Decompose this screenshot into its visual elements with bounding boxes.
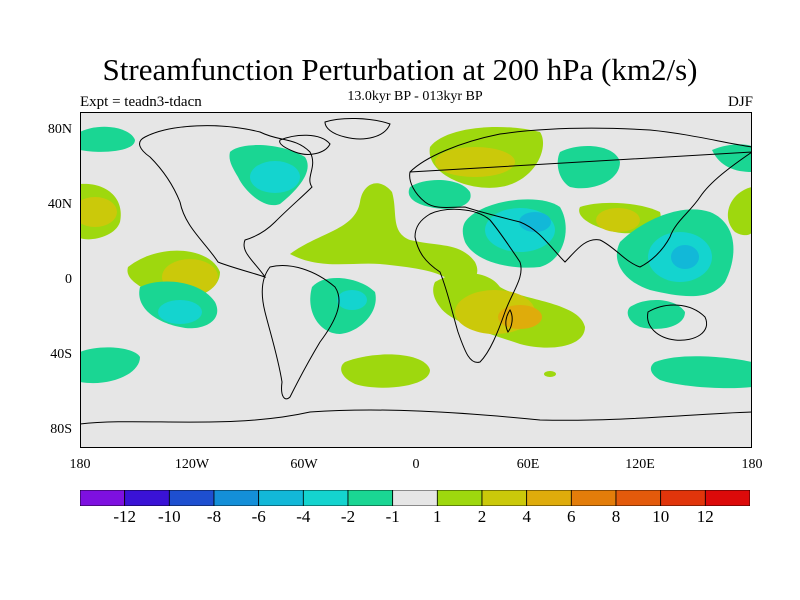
colorbar-swatch [213, 490, 260, 506]
colorbar-label: -6 [251, 507, 266, 526]
lat-label: 40S [50, 347, 72, 362]
colorbar-swatch [615, 490, 662, 506]
colorbar-swatch [168, 490, 215, 506]
colorbar-swatch [392, 490, 438, 506]
colorbar-swatch [704, 490, 750, 506]
lon-label: 180 [741, 457, 763, 472]
colorbar-swatch [660, 490, 706, 506]
colorbar-label: 12 [696, 507, 714, 526]
colorbar-swatch [347, 490, 394, 506]
colorbar-label: -12 [113, 507, 137, 526]
colorbar-svg [80, 490, 750, 506]
colorbar-label: 10 [652, 507, 670, 526]
colorbar-label: 1 [433, 507, 442, 526]
map-frame [80, 112, 752, 448]
colorbar-label: 4 [522, 507, 531, 526]
colorbar-swatch [436, 490, 483, 506]
colorbar-swatch [481, 490, 528, 506]
lat-label: 40N [47, 197, 72, 212]
plot-title: Streamfunction Perturbation at 200 hPa (… [102, 52, 698, 87]
colorbar-swatch [570, 490, 617, 506]
colorbar-label: -1 [385, 507, 400, 526]
colorbar-label: -2 [340, 507, 356, 526]
colorbar-label: 6 [567, 507, 576, 526]
coastlines [80, 117, 752, 425]
colorbar-swatch [80, 490, 126, 506]
lat-label: 80S [50, 422, 72, 437]
lat-label: 0 [65, 272, 72, 287]
colorbar-label: 2 [477, 507, 487, 526]
season-label: DJF [727, 94, 753, 110]
colorbar-swatch [302, 490, 349, 506]
map-panel [80, 112, 752, 448]
colorbar-label: -10 [157, 507, 181, 526]
colorbar-label: -8 [206, 507, 222, 526]
experiment-label: Expt = teadn3-tdacn [80, 94, 202, 110]
colorbar-swatch [526, 490, 572, 506]
colorbar [80, 490, 750, 506]
lon-label: 0 [412, 457, 420, 472]
colorbar-swatch [124, 490, 170, 506]
plot-subtitle: 13.0kyr BP - 013kyr BP [347, 89, 483, 104]
lon-label: 60E [516, 457, 540, 472]
lon-label: 120E [625, 457, 655, 472]
colorbar-swatch [258, 490, 304, 506]
colorbar-label: -4 [296, 507, 311, 526]
lon-label: 120W [174, 457, 210, 472]
lon-label: 180 [69, 457, 91, 472]
negative-anomaly-regions [80, 126, 752, 389]
colorbar-label: 8 [611, 507, 621, 526]
lat-label: 80N [47, 122, 72, 137]
lon-label: 60W [290, 457, 318, 472]
map-svg [80, 112, 752, 448]
